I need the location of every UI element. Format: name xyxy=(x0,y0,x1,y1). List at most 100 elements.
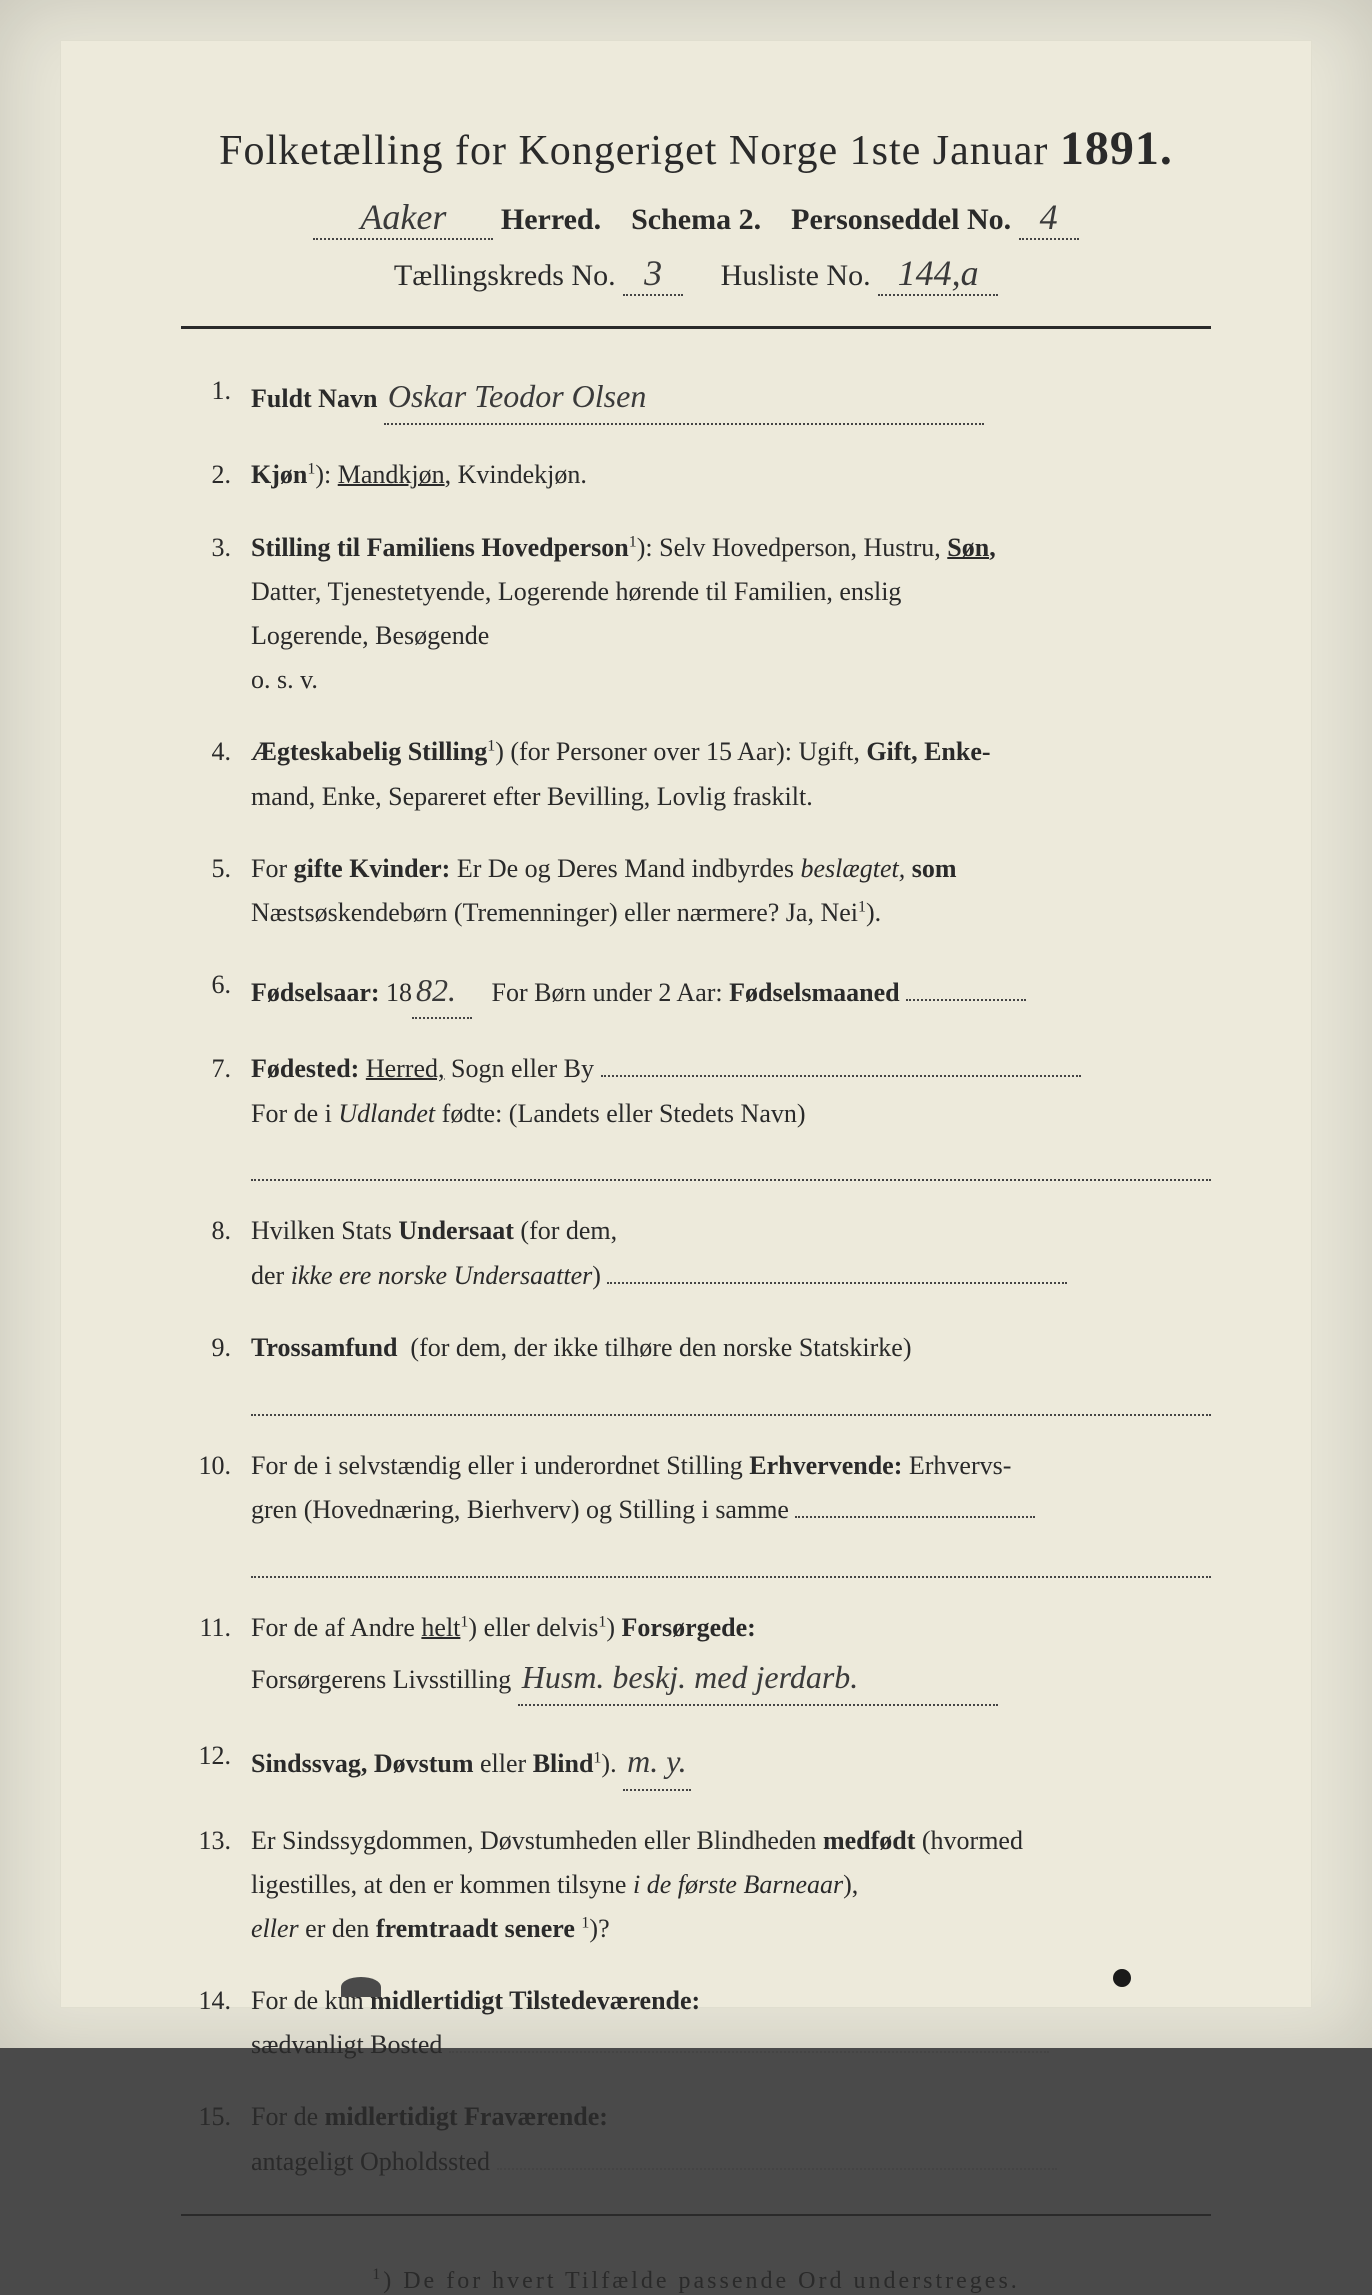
line2: gren (Hovednæring, Bierhverv) og Stillin… xyxy=(251,1495,789,1524)
iforste: i de første Barneaar xyxy=(633,1870,843,1899)
ikke: ikke ere norske Undersaatter xyxy=(291,1261,593,1290)
sup: 1 xyxy=(487,738,495,755)
personseddel-label: Personseddel No. xyxy=(791,203,1011,236)
erhvg: Erhvervs- xyxy=(909,1451,1012,1480)
l1a: For xyxy=(251,854,287,883)
item-body: Fuldt Navn Oskar Teodor Olsen xyxy=(251,369,1211,425)
line2: Datter, Tjenestetyende, Logerende hørend… xyxy=(251,577,901,606)
divider-bottom xyxy=(181,2214,1211,2216)
item-1: 1. Fuldt Navn Oskar Teodor Olsen xyxy=(191,369,1211,425)
item-num: 8. xyxy=(191,1209,251,1297)
item-6: 6. Fødselsaar: 1882. For Børn under 2 Aa… xyxy=(191,963,1211,1019)
fors: Forsørgede: xyxy=(622,1613,756,1642)
sup: 1 xyxy=(858,898,866,915)
header-line-1: Aaker Herred. Schema 2. Personseddel No.… xyxy=(181,196,1211,240)
footnote-sup: 1 xyxy=(372,2266,383,2283)
husliste-no: 144,a xyxy=(878,252,998,296)
l1b: (for dem, xyxy=(520,1216,617,1245)
label: Trossamfund xyxy=(251,1333,397,1362)
item-num: 10. xyxy=(191,1444,251,1578)
item-body: Hvilken Stats Undersaat (for dem, der ik… xyxy=(251,1209,1211,1297)
sup: 1 xyxy=(460,1613,468,1630)
item-num: 7. xyxy=(191,1047,251,1181)
item-13: 13. Er Sindssygdommen, Døvstumheden elle… xyxy=(191,1819,1211,1952)
l1a: Er Sindssygdommen, Døvstumheden eller Bl… xyxy=(251,1826,816,1855)
item-num: 15. xyxy=(191,2095,251,2183)
dotted xyxy=(795,1516,1035,1518)
item-15: 15. For de midlertidigt Fraværende: anta… xyxy=(191,2095,1211,2183)
blind: Blind xyxy=(533,1749,594,1778)
enke: Enke- xyxy=(924,737,990,766)
sup: 1 xyxy=(593,1749,601,1766)
line2: mand, Enke, Separeret efter Bevilling, L… xyxy=(251,782,813,811)
sup2: 1 xyxy=(598,1613,606,1630)
item-5: 5. For gifte Kvinder: Er De og Deres Man… xyxy=(191,847,1211,935)
fmaaned: Fødselsmaaned xyxy=(729,978,899,1007)
beslegt: beslægtet, xyxy=(801,854,906,883)
line2: Forsørgerens Livsstilling xyxy=(251,1665,511,1694)
q: ? xyxy=(598,1914,610,1943)
item-body: Ægteskabelig Stilling1) (for Personer ov… xyxy=(251,730,1211,818)
item-4: 4. Ægteskabelig Stilling1) (for Personer… xyxy=(191,730,1211,818)
kreds-no: 3 xyxy=(623,252,683,296)
item-body: Fødested: Herred, Sogn eller By For de i… xyxy=(251,1047,1211,1181)
item-num: 3. xyxy=(191,526,251,703)
personseddel-no: 4 xyxy=(1019,196,1079,240)
medf: medfødt xyxy=(823,1826,915,1855)
line3: Logerende, Besøgende xyxy=(251,621,489,650)
kreds-label: Tællingskreds No. xyxy=(394,259,616,292)
l2b: fødte: (Landets eller Stedets Navn) xyxy=(442,1099,806,1128)
line4: o. s. v. xyxy=(251,665,318,694)
herred-label: Herred. xyxy=(501,203,601,236)
l1a: For de af Andre xyxy=(251,1613,415,1642)
name-handwritten: Oskar Teodor Olsen xyxy=(384,369,984,425)
item-body: For de i selvstændig eller i underordnet… xyxy=(251,1444,1211,1578)
item-num: 2. xyxy=(191,453,251,497)
line2: sædvanligt Bosted xyxy=(251,2030,442,2059)
scan-page: Folketælling for Kongeriget Norge 1ste J… xyxy=(0,0,1372,2048)
sup: 1 xyxy=(629,533,637,550)
item-num: 13. xyxy=(191,1819,251,1952)
hw: m. y. xyxy=(623,1734,691,1790)
dotted-fill xyxy=(251,1536,1211,1578)
dotted xyxy=(607,1282,1067,1284)
som: som xyxy=(912,854,957,883)
footnote: 1) De for hvert Tilfælde passende Ord un… xyxy=(181,2266,1211,2295)
paper-tear xyxy=(341,1977,381,1997)
item-num: 12. xyxy=(191,1734,251,1790)
item-9: 9. Trossamfund (for dem, der ikke tilhør… xyxy=(191,1326,1211,1416)
l1b: eller delvis xyxy=(484,1613,599,1642)
midl: midlertidigt Fraværende: xyxy=(325,2102,608,2131)
l2b: ), xyxy=(843,1870,858,1899)
sup: 1 xyxy=(307,461,315,478)
item-body: Er Sindssygdommen, Døvstumheden eller Bl… xyxy=(251,1819,1211,1952)
dotted xyxy=(906,999,1026,1001)
label: Stilling til Familiens Hovedperson xyxy=(251,533,629,562)
ink-spot xyxy=(1113,1969,1131,1987)
schema-label: Schema 2. xyxy=(631,203,761,236)
opt-son: Søn, xyxy=(947,533,995,562)
erhv: Erhvervende: xyxy=(749,1451,902,1480)
divider-top xyxy=(181,326,1211,329)
line1: Selv Hovedperson, Hustru, xyxy=(659,533,941,562)
item-10: 10. For de i selvstændig eller i underor… xyxy=(191,1444,1211,1578)
title-year: 1891. xyxy=(1060,122,1173,175)
line2: antageligt Opholdssted xyxy=(251,2147,490,2176)
title-text: Folketælling for Kongeriget Norge 1ste J… xyxy=(219,128,1048,174)
yr-hw: 82. xyxy=(412,963,472,1019)
document-paper: Folketælling for Kongeriget Norge 1ste J… xyxy=(60,40,1312,2008)
l1a: For de xyxy=(251,2102,318,2131)
item-num: 11. xyxy=(191,1606,251,1707)
item-num: 4. xyxy=(191,730,251,818)
l1b: For Børn under 2 Aar: xyxy=(492,978,723,1007)
item-7: 7. Fødested: Herred, Sogn eller By For d… xyxy=(191,1047,1211,1181)
item-body: For de kun midlertidigt Tilstedeværende:… xyxy=(251,1979,1211,2067)
gift: Gift, xyxy=(866,737,917,766)
label: Sindssvag, Døvstum xyxy=(251,1749,474,1778)
item-12: 12. Sindssvag, Døvstum eller Blind1). m.… xyxy=(191,1734,1211,1790)
herred: Herred, xyxy=(366,1054,445,1083)
item-body: Fødselsaar: 1882. For Børn under 2 Aar: … xyxy=(251,963,1211,1019)
l1b: (hvormed xyxy=(922,1826,1023,1855)
undersaat: Undersaat xyxy=(398,1216,514,1245)
l1b: Er De og Deres Mand indbyrdes xyxy=(457,854,794,883)
